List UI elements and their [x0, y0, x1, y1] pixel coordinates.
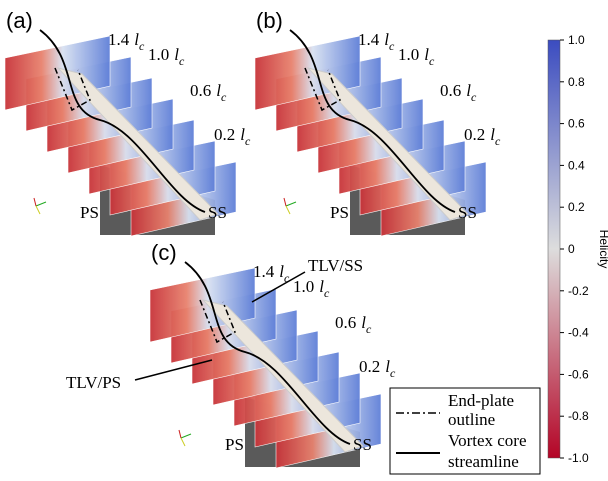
slice-value: 0.6	[335, 313, 356, 332]
length-subscript: c	[139, 39, 145, 53]
legend: End-plate outline Vortex core streamline	[390, 388, 540, 474]
colorbar-tick-label: 0.4	[568, 158, 585, 172]
side-label: SS	[208, 203, 227, 222]
length-subscript: c	[389, 39, 395, 53]
slice-value: 1.4	[358, 30, 380, 49]
slice-value: 1.0	[148, 45, 169, 64]
axis-triad	[181, 434, 191, 438]
axis-triad	[34, 198, 36, 206]
axis-triad	[36, 206, 40, 214]
legend-text: End-plate	[448, 391, 514, 410]
axis-triad	[181, 438, 185, 446]
side-label: PS	[330, 203, 349, 222]
axis-triad	[36, 202, 46, 206]
slice-value: 1.4	[253, 262, 275, 281]
colorbar-tick-label: 1.0	[568, 33, 585, 47]
panel-label: (b)	[256, 8, 283, 33]
annotation: TLV/PS	[66, 373, 121, 392]
slice-value: 1.0	[293, 277, 314, 296]
axis-triad	[286, 206, 290, 214]
colorbar-title: Helicity	[597, 230, 608, 269]
colorbar-tick-label: 0.8	[568, 75, 585, 89]
axis-triad	[284, 198, 286, 206]
slice-value: 0.2	[214, 125, 235, 144]
slice-value: 0.6	[190, 81, 211, 100]
figure: (a)1.4lc1.0lc0.6lc0.2lcPSSS(b)1.4lc1.0lc…	[0, 0, 608, 481]
colorbar-tick-label: 0	[568, 242, 575, 256]
colorbar-tick-label: -0.6	[568, 367, 589, 381]
colorbar-tick-label: 0.2	[568, 200, 585, 214]
length-subscript: c	[429, 54, 435, 68]
legend-text: outline	[448, 410, 495, 429]
slice-value: 1.0	[398, 45, 419, 64]
axis-triad	[179, 430, 181, 438]
colorbar-scale	[548, 40, 560, 458]
axis-triad	[286, 202, 296, 206]
slice-value: 0.2	[359, 357, 380, 376]
length-subscript: c	[471, 90, 477, 104]
colorbar-tick-label: -0.8	[568, 409, 589, 423]
colorbar-tick-label: 0.6	[568, 117, 585, 131]
colorbar: Helicity 1.0 0.8 0.6 0.4 0.2 0 -0.2 -0.4 -0.6 -0.…	[548, 33, 608, 465]
length-subscript: c	[390, 366, 396, 380]
slice-value: 0.2	[464, 125, 485, 144]
legend-text: Vortex core	[448, 431, 527, 450]
length-subscript: c	[324, 286, 330, 300]
length-subscript: c	[245, 134, 251, 148]
panel-label: (c)	[151, 240, 177, 265]
panel-label: (a)	[6, 8, 33, 33]
annotation: TLV/SS	[308, 256, 363, 275]
length-subscript: c	[221, 90, 227, 104]
slice-value: 0.6	[440, 81, 461, 100]
legend-text: streamline	[448, 452, 519, 471]
colorbar-tick-label: -0.2	[568, 284, 589, 298]
colorbar-tick-label: -1.0	[568, 451, 589, 465]
length-subscript: c	[366, 322, 372, 336]
slice-value: 1.4	[108, 30, 130, 49]
side-label: SS	[458, 203, 477, 222]
side-label: PS	[225, 435, 244, 454]
side-label: SS	[353, 435, 372, 454]
length-subscript: c	[179, 54, 185, 68]
length-subscript: c	[495, 134, 501, 148]
colorbar-tick-label: -0.4	[568, 326, 589, 340]
side-label: PS	[80, 203, 99, 222]
